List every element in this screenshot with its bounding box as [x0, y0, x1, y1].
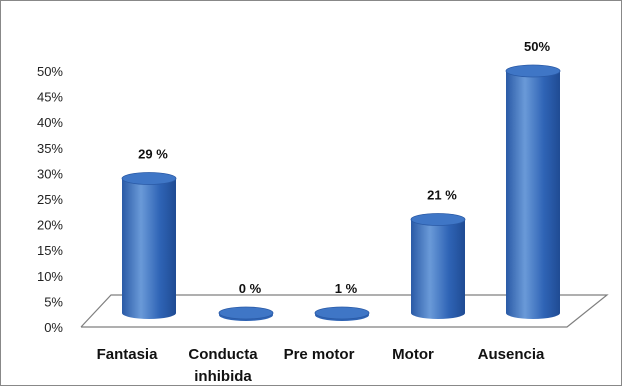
y-axis: 0% 5% 10% 15% 20% 25% 30% 35% 40% 45% 50% [37, 64, 63, 335]
x-label-fantasia: Fantasia [97, 346, 159, 363]
bar-body [506, 71, 560, 319]
bar-top [410, 213, 466, 226]
x-label-motor: Motor [392, 346, 434, 363]
y-tick-label: 40% [37, 115, 63, 130]
x-label-line: Pre motor [284, 346, 355, 363]
y-tick-label: 15% [37, 243, 63, 258]
bar-fantasia [121, 172, 177, 319]
data-label: 0 % [239, 281, 262, 296]
bar-top [505, 64, 561, 78]
x-label-line: Motor [392, 346, 434, 363]
bar-body [411, 219, 465, 319]
x-axis-labels: Fantasia Conducta inhibida Pre motor Motor Au… [97, 346, 545, 385]
bar-pre-motor [314, 306, 370, 321]
data-label: 1 % [335, 281, 358, 296]
floor-outline [80, 294, 609, 328]
bar-ausencia [505, 64, 561, 319]
data-label: 50% [524, 39, 550, 54]
bar-top [314, 306, 370, 320]
bar-motor [410, 213, 466, 319]
data-labels: 29 % 0 % 1 % 21 % 50% [138, 39, 550, 296]
x-label-line: Conducta [188, 346, 258, 363]
x-label-pre-motor: Pre motor [284, 346, 355, 363]
data-label: 21 % [427, 187, 457, 202]
chart-floor [80, 294, 609, 328]
bar-top [218, 306, 274, 320]
x-label-conducta-inhibida: Conducta inhibida [188, 346, 258, 385]
y-tick-label: 25% [37, 192, 63, 207]
bars [121, 64, 561, 321]
bar-body [122, 178, 176, 319]
y-tick-label: 30% [37, 166, 63, 181]
y-tick-label: 20% [37, 218, 63, 233]
y-tick-label: 50% [37, 64, 63, 79]
y-tick-label: 5% [44, 294, 63, 309]
bar-top [121, 172, 177, 185]
bar-conducta-inhibida [218, 306, 274, 321]
y-tick-label: 45% [37, 90, 63, 105]
x-label-line: Ausencia [478, 346, 545, 363]
y-tick-label: 0% [44, 320, 63, 335]
x-label-line: Fantasia [97, 346, 159, 363]
x-label-ausencia: Ausencia [478, 346, 545, 363]
y-tick-label: 10% [37, 269, 63, 284]
y-tick-label: 35% [37, 141, 63, 156]
x-label-line: inhibida [194, 368, 252, 385]
data-label: 29 % [138, 147, 168, 162]
